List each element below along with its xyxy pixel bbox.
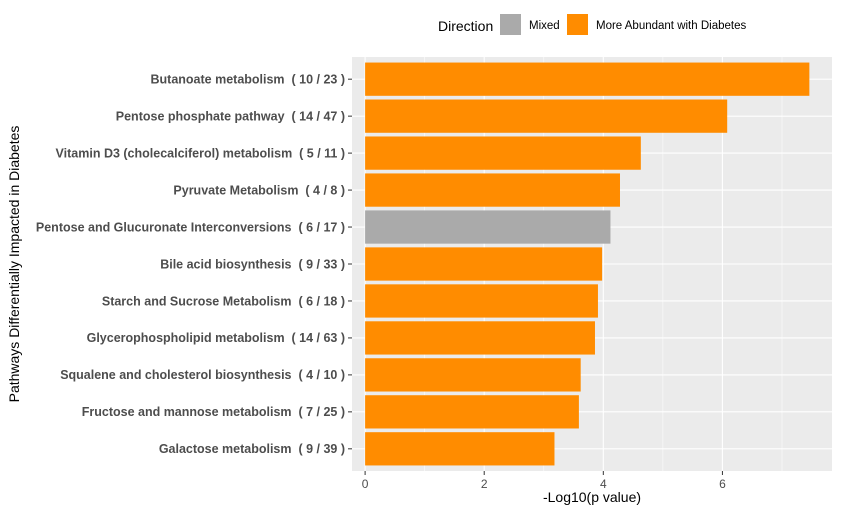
bar bbox=[365, 62, 810, 96]
legend-key-more-abundant bbox=[567, 14, 588, 35]
legend: Direction Mixed More Abundant with Diabe… bbox=[438, 14, 746, 35]
bar bbox=[365, 321, 595, 355]
legend-label-more-abundant: More Abundant with Diabetes bbox=[596, 20, 746, 32]
category-label: Vitamin D3 (cholecalciferol) metabolism … bbox=[56, 146, 345, 160]
x-tick-label: 4 bbox=[600, 477, 607, 491]
bars bbox=[365, 62, 810, 466]
x-axis: 0 2 4 6 bbox=[362, 471, 726, 491]
bar bbox=[365, 247, 603, 281]
bar bbox=[365, 136, 641, 170]
bar bbox=[365, 284, 598, 318]
y-axis: Butanoate metabolism ( 10 / 23 ) Pentose … bbox=[36, 72, 352, 456]
category-label: Starch and Sucrose Metabolism ( 6 / 18 ) bbox=[102, 294, 345, 308]
legend-label-mixed: Mixed bbox=[529, 20, 560, 32]
category-label: Butanoate metabolism ( 10 / 23 ) bbox=[151, 72, 346, 86]
bar bbox=[365, 210, 611, 244]
bar bbox=[365, 358, 581, 392]
x-tick-label: 6 bbox=[719, 477, 726, 491]
category-label: Pentose and Glucuronate Interconversions… bbox=[36, 220, 345, 234]
legend-key-mixed bbox=[500, 14, 521, 35]
category-label: Fructose and mannose metabolism ( 7 / 25… bbox=[82, 405, 345, 419]
bar bbox=[365, 99, 728, 133]
bar bbox=[365, 432, 555, 466]
category-label: Bile acid biosynthesis ( 9 / 33 ) bbox=[160, 257, 345, 271]
category-label: Pentose phosphate pathway ( 14 / 47 ) bbox=[116, 109, 345, 123]
bar bbox=[365, 395, 579, 429]
category-label: Squalene and cholesterol biosynthesis ( … bbox=[60, 368, 345, 382]
category-label: Galactose metabolism ( 9 / 39 ) bbox=[159, 442, 345, 456]
y-axis-title: Pathways Differentially Impacted in Diab… bbox=[6, 126, 22, 403]
x-tick-label: 0 bbox=[362, 477, 369, 491]
bar bbox=[365, 173, 620, 207]
category-label: Glycerophospholipid metabolism ( 14 / 63… bbox=[87, 331, 345, 345]
x-axis-title: -Log10(p value) bbox=[543, 489, 641, 505]
x-tick-label: 2 bbox=[481, 477, 488, 491]
legend-title: Direction bbox=[438, 18, 493, 34]
category-label: Pyruvate Metabolism ( 4 / 8 ) bbox=[173, 183, 345, 197]
